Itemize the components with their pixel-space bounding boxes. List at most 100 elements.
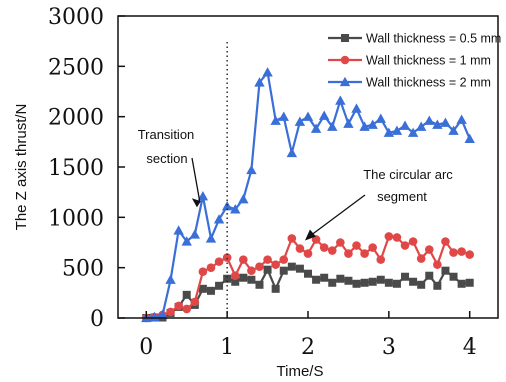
triangle-marker [197,190,209,201]
x-tick-label: 4 [463,335,477,360]
triangle-marker [359,121,370,131]
square-marker [409,277,418,286]
circle-marker [441,237,450,246]
square-marker [328,278,337,287]
y-tick-label: 2500 [48,55,104,80]
triangle-marker [335,95,346,105]
square-marker [215,281,224,290]
circle-marker [416,254,426,263]
square-marker [231,277,240,286]
circle-marker [190,297,200,307]
triangle-marker [238,194,249,204]
triangle-marker [440,117,451,127]
triangle-marker [339,76,351,87]
circle-marker [457,247,466,256]
circle-marker [400,241,410,250]
circle-marker [344,249,353,258]
legend-label: Wall thickness = 1 mm [366,54,491,68]
square-marker [352,279,361,288]
y-tick-label: 1500 [48,156,104,181]
square-marker [320,273,329,282]
series-group [141,67,475,323]
circle-marker [198,267,208,276]
triangle-marker [399,120,411,130]
square-marker [368,277,377,286]
circle-marker [279,255,289,264]
triangle-marker [343,118,354,128]
circle-marker [230,271,240,281]
square-marker [465,278,474,287]
square-marker [279,266,288,275]
x-tick-label: 2 [301,335,315,360]
triangle-marker [310,123,322,133]
series-layer [141,67,475,323]
square-marker [206,286,215,295]
triangle-marker [318,110,330,120]
triangle-marker [351,103,362,113]
square-marker [392,279,401,288]
circle-marker [222,253,232,262]
triangle-marker [302,111,314,121]
triangle-marker [189,229,201,239]
tick-layer: 0 500 1000 1500 2000 2500 3000 0 1 2 3 4 [48,5,477,360]
x-tick-label: 1 [220,335,234,360]
annotation-arrow [307,194,366,239]
circle-marker [360,249,369,258]
triangle-marker [464,133,475,143]
triangle-marker [149,311,160,322]
annotation-arrowhead [191,198,201,208]
triangle-marker [448,125,459,135]
annotations: Transition section The circular arc segment [138,127,453,241]
square-marker [239,273,248,282]
triangle-marker [157,309,168,320]
triangle-marker [181,236,192,246]
legend-item: Wall thickness = 0.5 mm [328,32,501,46]
triangle-marker [262,67,273,77]
square-marker [263,265,272,274]
triangle-marker [230,204,241,214]
legend-item: Wall thickness = 1 mm [328,54,491,68]
circle-marker [340,55,350,65]
circle-marker [433,260,442,269]
circle-marker [352,241,361,250]
square-marker [271,284,280,293]
circle-marker [166,307,175,317]
square-marker [441,266,450,275]
triangle-marker [456,114,467,124]
square-marker [182,290,191,299]
annotation-text-transition: section [146,151,187,166]
circle-marker [263,255,272,264]
circle-marker [174,301,183,311]
square-marker [223,274,232,283]
y-tick-label: 0 [90,307,104,332]
annotation-text-arc: segment [377,189,427,204]
circle-marker [336,238,345,247]
legend-item: Wall thickness = 2 mm [328,76,491,90]
square-marker [336,274,345,283]
circle-marker [319,243,329,252]
y-axis-label: The Z axis thrust/N [13,104,30,231]
circle-marker [206,263,216,272]
triangle-marker [213,214,225,224]
circle-marker [303,249,313,258]
square-marker [344,276,353,285]
circle-marker [247,266,256,275]
triangle-marker [246,164,257,175]
triangle-marker [424,115,435,125]
square-marker [376,275,385,284]
y-tick-label: 500 [62,257,104,282]
square-marker [425,271,434,280]
y-tick-label: 1000 [48,206,104,231]
square-marker [255,280,264,289]
circle-marker [311,235,321,244]
circle-marker [376,255,386,264]
square-marker [360,278,369,287]
square-marker [449,272,458,281]
triangle-marker [173,225,184,235]
legend: Wall thickness = 0.5 mm Wall thickness = … [328,32,501,90]
series-group [141,232,475,323]
y-tick-label: 3000 [48,5,104,30]
triangle-marker [375,113,386,123]
square-marker [312,275,321,284]
square-marker [295,264,304,273]
